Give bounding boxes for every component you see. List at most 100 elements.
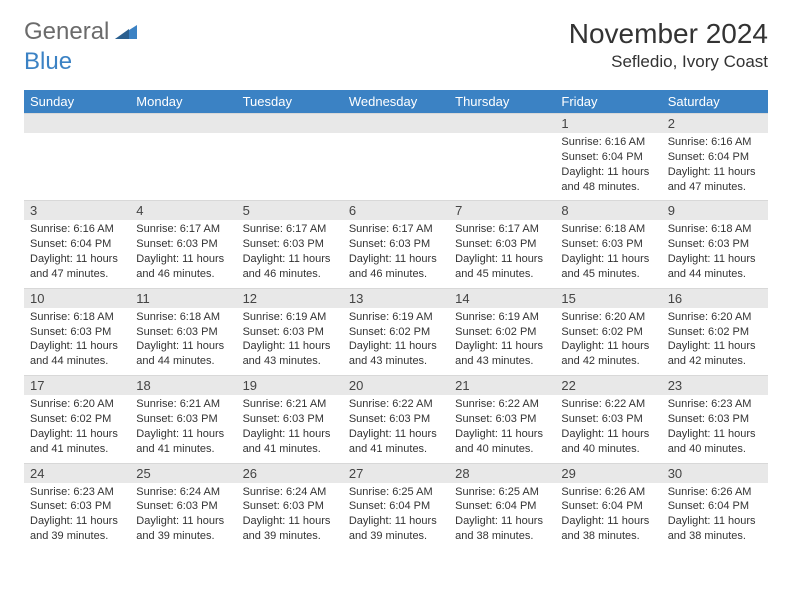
- day1-text: Daylight: 11 hours: [349, 514, 443, 529]
- sunset-text: Sunset: 6:03 PM: [136, 325, 230, 340]
- day-header: Wednesday: [343, 90, 449, 114]
- date-cell: Sunrise: 6:17 AMSunset: 6:03 PMDaylight:…: [343, 220, 449, 288]
- day1-text: Daylight: 11 hours: [455, 427, 549, 442]
- day2-text: and 44 minutes.: [668, 267, 762, 282]
- day2-text: and 38 minutes.: [455, 529, 549, 544]
- day2-text: and 46 minutes.: [136, 267, 230, 282]
- date-number: 18: [130, 376, 236, 396]
- day2-text: and 47 minutes.: [30, 267, 124, 282]
- day1-text: Daylight: 11 hours: [30, 514, 124, 529]
- sunset-text: Sunset: 6:04 PM: [561, 150, 655, 165]
- day2-text: and 39 minutes.: [136, 529, 230, 544]
- sunrise-text: Sunrise: 6:20 AM: [30, 397, 124, 412]
- day2-text: and 47 minutes.: [668, 180, 762, 195]
- title-block: November 2024 Sefledio, Ivory Coast: [569, 18, 768, 72]
- day2-text: and 40 minutes.: [668, 442, 762, 457]
- date-number: [130, 114, 236, 134]
- sunset-text: Sunset: 6:03 PM: [349, 237, 443, 252]
- date-cell: Sunrise: 6:24 AMSunset: 6:03 PMDaylight:…: [237, 483, 343, 550]
- day-header: Friday: [555, 90, 661, 114]
- sunset-text: Sunset: 6:03 PM: [243, 499, 337, 514]
- date-number: 9: [662, 201, 768, 221]
- sunrise-text: Sunrise: 6:25 AM: [349, 485, 443, 500]
- date-cell: Sunrise: 6:23 AMSunset: 6:03 PMDaylight:…: [662, 395, 768, 463]
- sunrise-text: Sunrise: 6:20 AM: [668, 310, 762, 325]
- date-cell: Sunrise: 6:18 AMSunset: 6:03 PMDaylight:…: [555, 220, 661, 288]
- day2-text: and 41 minutes.: [136, 442, 230, 457]
- date-number: 4: [130, 201, 236, 221]
- date-cell: Sunrise: 6:22 AMSunset: 6:03 PMDaylight:…: [343, 395, 449, 463]
- sunrise-text: Sunrise: 6:19 AM: [455, 310, 549, 325]
- date-cell: [449, 133, 555, 201]
- date-number: 6: [343, 201, 449, 221]
- sunrise-text: Sunrise: 6:18 AM: [136, 310, 230, 325]
- day2-text: and 40 minutes.: [561, 442, 655, 457]
- sunset-text: Sunset: 6:03 PM: [243, 237, 337, 252]
- date-number: 7: [449, 201, 555, 221]
- date-number: 22: [555, 376, 661, 396]
- day2-text: and 44 minutes.: [30, 354, 124, 369]
- date-number-row: 3456789: [24, 201, 768, 221]
- date-number: 26: [237, 463, 343, 483]
- sunset-text: Sunset: 6:03 PM: [668, 237, 762, 252]
- day1-text: Daylight: 11 hours: [30, 339, 124, 354]
- day1-text: Daylight: 11 hours: [455, 514, 549, 529]
- day1-text: Daylight: 11 hours: [30, 252, 124, 267]
- day-header: Tuesday: [237, 90, 343, 114]
- day1-text: Daylight: 11 hours: [668, 514, 762, 529]
- day1-text: Daylight: 11 hours: [561, 427, 655, 442]
- day1-text: Daylight: 11 hours: [668, 165, 762, 180]
- sunset-text: Sunset: 6:03 PM: [243, 412, 337, 427]
- sunrise-text: Sunrise: 6:18 AM: [30, 310, 124, 325]
- day2-text: and 43 minutes.: [455, 354, 549, 369]
- sunset-text: Sunset: 6:04 PM: [30, 237, 124, 252]
- date-number: 16: [662, 288, 768, 308]
- sunset-text: Sunset: 6:03 PM: [136, 412, 230, 427]
- sunset-text: Sunset: 6:02 PM: [455, 325, 549, 340]
- day2-text: and 38 minutes.: [668, 529, 762, 544]
- date-number: 25: [130, 463, 236, 483]
- date-cell: Sunrise: 6:19 AMSunset: 6:03 PMDaylight:…: [237, 308, 343, 376]
- day1-text: Daylight: 11 hours: [243, 339, 337, 354]
- date-number: 21: [449, 376, 555, 396]
- day1-text: Daylight: 11 hours: [561, 514, 655, 529]
- sunset-text: Sunset: 6:03 PM: [136, 499, 230, 514]
- date-number: 8: [555, 201, 661, 221]
- sunrise-text: Sunrise: 6:17 AM: [349, 222, 443, 237]
- day1-text: Daylight: 11 hours: [349, 339, 443, 354]
- sunset-text: Sunset: 6:03 PM: [561, 412, 655, 427]
- date-cell: Sunrise: 6:16 AMSunset: 6:04 PMDaylight:…: [662, 133, 768, 201]
- sunset-text: Sunset: 6:03 PM: [455, 237, 549, 252]
- date-cell: Sunrise: 6:23 AMSunset: 6:03 PMDaylight:…: [24, 483, 130, 550]
- sunrise-text: Sunrise: 6:18 AM: [668, 222, 762, 237]
- date-number: 13: [343, 288, 449, 308]
- day1-text: Daylight: 11 hours: [243, 252, 337, 267]
- date-number: 17: [24, 376, 130, 396]
- logo: General: [24, 18, 139, 46]
- date-cell: Sunrise: 6:25 AMSunset: 6:04 PMDaylight:…: [449, 483, 555, 550]
- sunrise-text: Sunrise: 6:22 AM: [561, 397, 655, 412]
- day2-text: and 41 minutes.: [30, 442, 124, 457]
- sunrise-text: Sunrise: 6:25 AM: [455, 485, 549, 500]
- day2-text: and 44 minutes.: [136, 354, 230, 369]
- day1-text: Daylight: 11 hours: [136, 427, 230, 442]
- logo-triangle-icon: [115, 18, 137, 46]
- sunrise-text: Sunrise: 6:22 AM: [349, 397, 443, 412]
- date-detail-row: Sunrise: 6:18 AMSunset: 6:03 PMDaylight:…: [24, 308, 768, 376]
- sunset-text: Sunset: 6:04 PM: [668, 150, 762, 165]
- date-number: [24, 114, 130, 134]
- date-cell: Sunrise: 6:24 AMSunset: 6:03 PMDaylight:…: [130, 483, 236, 550]
- day1-text: Daylight: 11 hours: [136, 514, 230, 529]
- day1-text: Daylight: 11 hours: [243, 514, 337, 529]
- date-cell: Sunrise: 6:26 AMSunset: 6:04 PMDaylight:…: [555, 483, 661, 550]
- sunrise-text: Sunrise: 6:26 AM: [668, 485, 762, 500]
- day2-text: and 39 minutes.: [30, 529, 124, 544]
- sunrise-text: Sunrise: 6:16 AM: [668, 135, 762, 150]
- sunset-text: Sunset: 6:03 PM: [349, 412, 443, 427]
- date-cell: Sunrise: 6:20 AMSunset: 6:02 PMDaylight:…: [555, 308, 661, 376]
- day2-text: and 43 minutes.: [349, 354, 443, 369]
- day2-text: and 45 minutes.: [561, 267, 655, 282]
- date-cell: Sunrise: 6:22 AMSunset: 6:03 PMDaylight:…: [449, 395, 555, 463]
- sunrise-text: Sunrise: 6:16 AM: [30, 222, 124, 237]
- date-cell: Sunrise: 6:18 AMSunset: 6:03 PMDaylight:…: [662, 220, 768, 288]
